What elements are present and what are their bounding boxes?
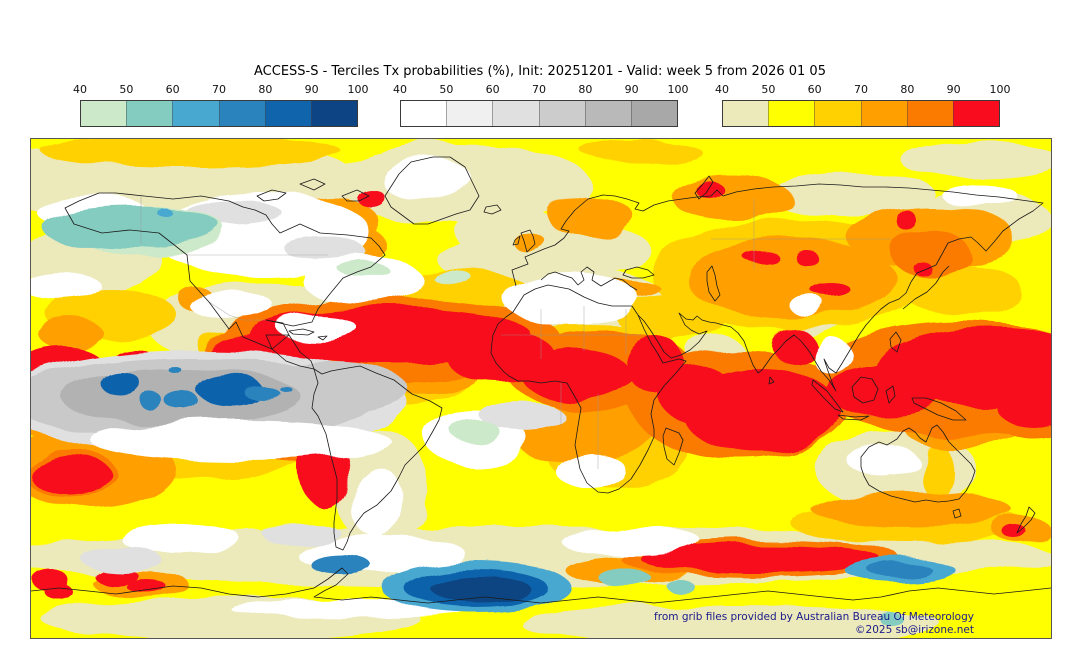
- tick-label: 60: [485, 83, 500, 96]
- tick-label: 100: [989, 83, 1011, 96]
- attribution-copyright: ©2025 sb@irizone.net: [855, 624, 974, 636]
- attribution-source: from grib files provided by Australian B…: [654, 611, 974, 623]
- colorbar-cells: [722, 100, 1000, 127]
- tick-label: 90: [946, 83, 961, 96]
- probability-shading: [31, 139, 1051, 638]
- tick-label: 40: [715, 83, 729, 96]
- tick-label: 60: [807, 83, 822, 96]
- color-cell: [126, 101, 173, 126]
- tick-label: 40: [73, 83, 87, 96]
- attribution: from grib files provided by Australian B…: [654, 611, 974, 637]
- color-cell: [630, 101, 678, 126]
- tick-label: 100: [667, 83, 689, 96]
- colorbar-cells: [80, 100, 358, 127]
- tick-label: 80: [578, 83, 593, 96]
- tick-label: 90: [304, 83, 319, 96]
- colorbar-ticks: 40 50 60 70 80 90 100: [393, 83, 689, 97]
- map-canvas: [31, 139, 1051, 638]
- color-cell: [310, 101, 358, 126]
- color-cell: [172, 101, 219, 126]
- color-cell: [446, 101, 493, 126]
- color-cell: [81, 101, 127, 126]
- country-borders: [140, 196, 891, 469]
- colorbar-cells: [400, 100, 678, 127]
- tick-label: 90: [624, 83, 639, 96]
- tick-label: 80: [258, 83, 273, 96]
- tick-label: 50: [439, 83, 454, 96]
- tick-label: 60: [165, 83, 180, 96]
- tick-label: 70: [854, 83, 868, 96]
- color-cell: [860, 101, 907, 126]
- color-cell: [401, 101, 447, 126]
- color-cell: [723, 101, 769, 126]
- color-cell: [814, 101, 861, 126]
- tick-label: 50: [119, 83, 134, 96]
- color-cell: [952, 101, 1000, 126]
- coastlines: [31, 156, 1051, 604]
- tick-label: 70: [212, 83, 226, 96]
- tick-label: 50: [761, 83, 776, 96]
- color-cell: [492, 101, 539, 126]
- color-cell: [264, 101, 311, 126]
- color-cell: [538, 101, 585, 126]
- colorbar-below-normal: 40 50 60 70 80 90 100: [73, 83, 369, 129]
- tick-label: 80: [900, 83, 915, 96]
- color-cell: [906, 101, 953, 126]
- colorbar-above-normal: 40 50 60 70 80 90 100: [715, 83, 1011, 129]
- color-cell: [768, 101, 815, 126]
- color-cell: [218, 101, 265, 126]
- tick-label: 40: [393, 83, 407, 96]
- colorbar-ticks: 40 50 60 70 80 90 100: [73, 83, 369, 97]
- color-cell: [584, 101, 631, 126]
- colorbar-ticks: 40 50 60 70 80 90 100: [715, 83, 1011, 97]
- colorbar-near-normal: 40 50 60 70 80 90 100: [393, 83, 689, 129]
- page-title: ACCESS-S - Terciles Tx probabilities (%)…: [254, 64, 826, 79]
- world-map: from grib files provided by Australian B…: [30, 138, 1052, 639]
- tick-label: 100: [347, 83, 369, 96]
- tick-label: 70: [532, 83, 546, 96]
